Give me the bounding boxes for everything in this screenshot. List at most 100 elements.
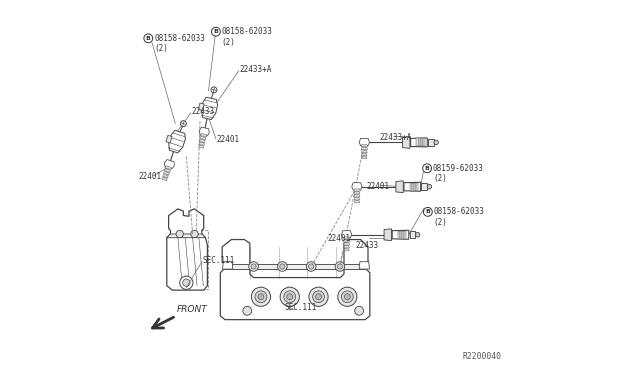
Text: 22433+A: 22433+A	[239, 65, 272, 74]
Polygon shape	[412, 183, 414, 191]
Polygon shape	[421, 183, 428, 190]
Polygon shape	[344, 249, 349, 251]
Polygon shape	[199, 140, 205, 142]
Polygon shape	[353, 189, 360, 191]
Text: 08158-62033: 08158-62033	[434, 207, 484, 217]
Text: B: B	[426, 209, 430, 214]
Circle shape	[309, 287, 328, 307]
Polygon shape	[165, 166, 171, 170]
Circle shape	[278, 262, 287, 271]
Circle shape	[338, 287, 357, 307]
Circle shape	[308, 264, 314, 269]
Circle shape	[287, 294, 292, 300]
Circle shape	[280, 287, 300, 307]
Polygon shape	[344, 240, 349, 242]
Polygon shape	[414, 183, 416, 191]
Polygon shape	[404, 182, 420, 191]
Text: 08159-62033: 08159-62033	[433, 164, 484, 173]
Circle shape	[415, 232, 420, 237]
Polygon shape	[163, 174, 168, 178]
Circle shape	[252, 287, 271, 307]
Text: B: B	[424, 166, 429, 171]
Text: R2200040: R2200040	[462, 352, 501, 361]
Polygon shape	[163, 171, 169, 175]
Text: 08158-62033: 08158-62033	[154, 34, 205, 43]
Polygon shape	[220, 240, 370, 320]
Polygon shape	[359, 262, 369, 269]
Circle shape	[335, 262, 345, 271]
Text: 08158-62033: 08158-62033	[222, 27, 273, 36]
Polygon shape	[354, 195, 360, 197]
Polygon shape	[411, 138, 428, 147]
Circle shape	[251, 264, 256, 269]
Polygon shape	[417, 138, 419, 147]
Circle shape	[341, 291, 353, 303]
Circle shape	[249, 262, 259, 271]
Polygon shape	[341, 231, 352, 238]
Circle shape	[434, 140, 438, 145]
Circle shape	[191, 230, 198, 238]
Circle shape	[307, 262, 316, 271]
Polygon shape	[354, 198, 360, 200]
Polygon shape	[354, 192, 360, 194]
Text: SEC.111: SEC.111	[285, 302, 317, 312]
Text: 22401: 22401	[216, 135, 240, 144]
Polygon shape	[362, 153, 367, 155]
Polygon shape	[361, 148, 367, 150]
Polygon shape	[384, 229, 392, 241]
Polygon shape	[169, 130, 186, 153]
Circle shape	[280, 264, 285, 269]
Polygon shape	[344, 246, 349, 248]
Polygon shape	[202, 97, 218, 119]
Circle shape	[180, 121, 186, 126]
Polygon shape	[392, 230, 409, 239]
Polygon shape	[199, 127, 209, 136]
Polygon shape	[422, 138, 425, 147]
Circle shape	[337, 264, 342, 269]
Text: (2): (2)	[434, 218, 447, 227]
Polygon shape	[199, 142, 204, 145]
Polygon shape	[410, 231, 415, 238]
Text: (2): (2)	[154, 44, 168, 53]
Circle shape	[211, 87, 217, 93]
Text: FRONT: FRONT	[177, 305, 207, 314]
Polygon shape	[362, 151, 367, 153]
Polygon shape	[396, 181, 403, 193]
Text: 22433+A: 22433+A	[379, 133, 412, 142]
Circle shape	[258, 294, 264, 300]
Polygon shape	[361, 145, 367, 147]
Text: SEC.111: SEC.111	[203, 256, 235, 265]
Polygon shape	[166, 135, 172, 143]
Text: 22401: 22401	[138, 172, 161, 181]
Polygon shape	[410, 183, 412, 191]
Text: B: B	[146, 36, 151, 41]
Circle shape	[243, 307, 252, 315]
Text: 22433: 22433	[191, 107, 214, 116]
Circle shape	[255, 291, 267, 303]
Polygon shape	[344, 243, 349, 245]
Text: (2): (2)	[222, 38, 236, 46]
Polygon shape	[167, 209, 207, 290]
Circle shape	[316, 294, 321, 300]
Polygon shape	[403, 137, 410, 148]
Polygon shape	[352, 183, 362, 190]
Polygon shape	[419, 138, 420, 147]
Circle shape	[182, 279, 190, 286]
Polygon shape	[164, 160, 174, 169]
Polygon shape	[355, 201, 360, 203]
Polygon shape	[343, 237, 350, 239]
Polygon shape	[359, 138, 369, 146]
Text: (2): (2)	[433, 174, 447, 183]
Polygon shape	[398, 231, 400, 239]
Polygon shape	[428, 139, 434, 146]
Polygon shape	[362, 156, 367, 158]
Text: 22401: 22401	[366, 182, 389, 191]
Polygon shape	[416, 183, 419, 191]
Text: B: B	[214, 29, 218, 34]
Polygon shape	[223, 262, 233, 269]
Polygon shape	[402, 231, 404, 239]
Circle shape	[284, 291, 296, 303]
Text: 22401: 22401	[328, 234, 351, 243]
Circle shape	[180, 276, 193, 289]
Polygon shape	[164, 169, 170, 173]
